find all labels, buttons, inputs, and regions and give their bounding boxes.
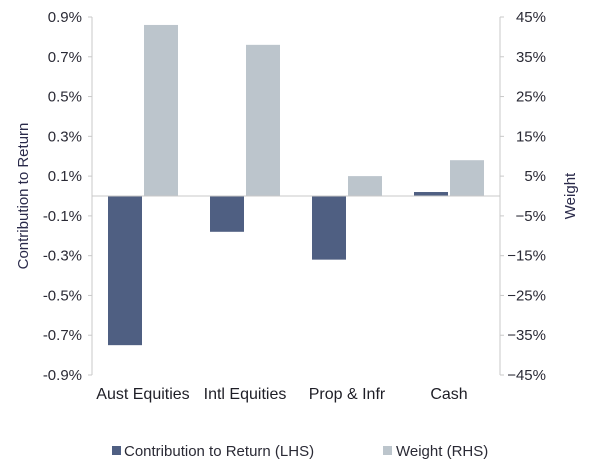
left-tick-label: -0.3% <box>43 248 82 265</box>
category-label: Intl Equities <box>204 386 287 403</box>
bar-contribution <box>312 196 346 260</box>
left-tick-label: -0.7% <box>43 327 82 344</box>
category-label: Prop & Infr <box>309 386 386 403</box>
right-tick-label: −5% <box>516 208 546 225</box>
bar-contribution <box>210 196 244 232</box>
category-label: Aust Equities <box>96 386 189 403</box>
left-axis-title: Contribution to Return <box>15 123 32 270</box>
bar-weight <box>246 44 280 196</box>
left-tick-label: -0.1% <box>43 208 82 225</box>
category-label: Cash <box>430 386 467 403</box>
left-tick-label: 0.3% <box>48 128 82 145</box>
right-axis-title: Weight <box>562 172 579 219</box>
left-tick-label: -0.9% <box>43 367 82 384</box>
right-tick-label: 15% <box>516 128 546 145</box>
right-tick-label: −25% <box>507 287 546 304</box>
legend-swatch-contribution <box>112 446 121 455</box>
legend-label-weight: Weight (RHS) <box>396 443 488 460</box>
left-tick-label: 0.9% <box>48 9 82 26</box>
legend-swatch-weight <box>383 446 392 455</box>
legend-label-contribution: Contribution to Return (LHS) <box>124 443 314 460</box>
right-axis-tick-labels: 45% 35% 25% 15% 5% −5% −15% −25% −35% −45% <box>500 9 546 384</box>
left-tick-label: 0.7% <box>48 49 82 66</box>
left-tick-label: -0.5% <box>43 287 82 304</box>
left-tick-label: 0.1% <box>48 168 82 185</box>
right-tick-label: −15% <box>507 248 546 265</box>
left-axis-tick-labels: 0.9% 0.7% 0.5% 0.3% 0.1% -0.1% -0.3% -0.5% -0.7%… <box>43 9 92 384</box>
bar-weight <box>450 160 484 196</box>
right-tick-label: 45% <box>516 9 546 26</box>
right-tick-label: −35% <box>507 327 546 344</box>
right-tick-label: −45% <box>507 367 546 384</box>
bar-contribution <box>108 196 142 346</box>
bar-weight <box>348 176 382 196</box>
right-tick-label: 25% <box>516 89 546 106</box>
right-tick-label: 35% <box>516 49 546 66</box>
bars <box>108 24 484 346</box>
left-tick-label: 0.5% <box>48 89 82 106</box>
bar-contribution <box>414 192 448 196</box>
right-tick-label: 5% <box>524 168 546 185</box>
bar-weight <box>144 24 178 197</box>
category-labels: Aust Equities Intl Equities Prop & Infr Cas… <box>96 386 467 403</box>
legend: Contribution to Return (LHS) Weight (RHS… <box>112 443 488 460</box>
